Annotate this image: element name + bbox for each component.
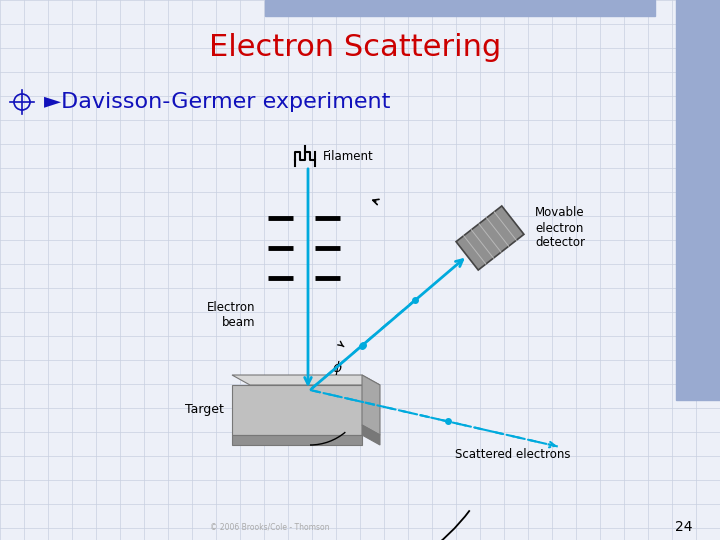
- Text: Scattered electrons: Scattered electrons: [455, 449, 570, 462]
- Polygon shape: [362, 375, 380, 435]
- Text: Filament: Filament: [323, 150, 374, 163]
- Text: 24: 24: [675, 520, 692, 534]
- Polygon shape: [232, 375, 380, 385]
- Polygon shape: [456, 206, 524, 270]
- Text: Electron Scattering: Electron Scattering: [209, 33, 501, 63]
- Bar: [232, 435, 362, 445]
- Text: Target: Target: [185, 403, 224, 416]
- Bar: [265, 0, 655, 16]
- Text: Electron
beam: Electron beam: [207, 301, 255, 329]
- Text: Movable
electron
detector: Movable electron detector: [535, 206, 585, 249]
- Text: © 2006 Brooks/Cole - Thomson: © 2006 Brooks/Cole - Thomson: [210, 523, 330, 531]
- Text: $\phi$: $\phi$: [332, 359, 343, 377]
- Bar: [676, 0, 720, 400]
- Text: ►Davisson-Germer experiment: ►Davisson-Germer experiment: [44, 92, 390, 112]
- Bar: [232, 385, 362, 435]
- Polygon shape: [362, 425, 380, 445]
